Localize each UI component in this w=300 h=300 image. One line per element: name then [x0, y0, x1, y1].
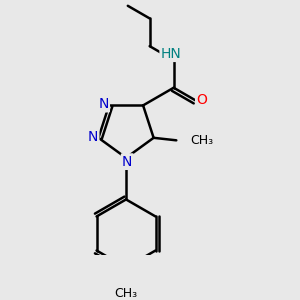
Text: N: N — [98, 97, 109, 111]
Text: CH₃: CH₃ — [190, 134, 213, 147]
Text: O: O — [196, 93, 207, 107]
Text: CH₃: CH₃ — [115, 287, 138, 300]
Text: N: N — [88, 130, 98, 143]
Text: HN: HN — [161, 47, 182, 61]
Text: N: N — [122, 154, 133, 169]
